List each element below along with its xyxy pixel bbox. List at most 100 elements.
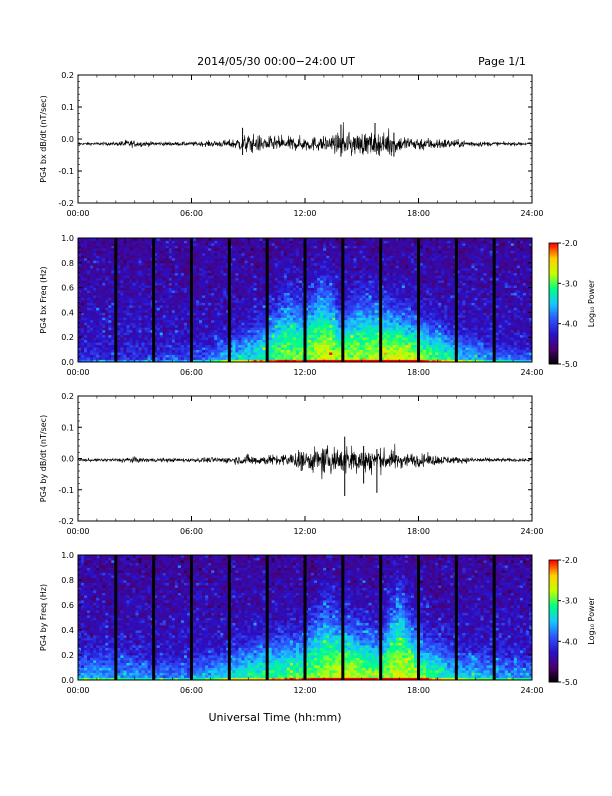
spectrogram-cell — [193, 288, 196, 291]
spectrogram-cell — [163, 278, 166, 281]
spectrogram-cell — [193, 273, 196, 276]
spectrogram-cell — [169, 283, 172, 286]
spectrogram-cell — [99, 298, 102, 301]
spectrogram-cell — [102, 280, 105, 283]
spectrogram-cell — [335, 325, 338, 328]
spectrogram-cell — [359, 250, 362, 253]
spectrogram-cell — [281, 335, 284, 338]
spectrogram-cell — [99, 288, 102, 291]
spectrogram-cell — [93, 300, 96, 303]
spectrogram-cell — [90, 285, 93, 288]
spectrogram-cell — [211, 335, 214, 338]
spectrogram-cell — [123, 340, 126, 343]
spectrogram-cell — [157, 260, 160, 263]
spectrogram-cell — [217, 320, 220, 323]
spectrogram-cell — [241, 310, 244, 313]
spectrogram-cell — [235, 298, 238, 301]
spectrogram-cell — [244, 302, 247, 305]
spectrogram-cell — [187, 245, 190, 248]
spectrogram-cell — [260, 280, 263, 283]
spectrogram-cell — [275, 325, 278, 328]
spectrogram-cell — [332, 278, 335, 281]
spectrogram-cell — [353, 280, 356, 283]
spectrogram-cell — [326, 300, 329, 303]
spectrogram-cell — [220, 347, 223, 350]
spectrogram-cell — [335, 270, 338, 273]
spectrogram-cell — [308, 248, 311, 251]
spectrogram-cell — [238, 320, 241, 323]
spectrogram-cell — [311, 320, 314, 323]
spectrogram-cell — [217, 290, 220, 293]
spectrogram-cell — [223, 275, 226, 278]
spectrogram-cell — [117, 263, 120, 266]
spectrogram-cell — [102, 248, 105, 251]
spectrogram-cell — [281, 243, 284, 246]
spectrogram-cell — [235, 245, 238, 248]
spectrogram-cell — [311, 325, 314, 328]
spectrogram-cell — [326, 270, 329, 273]
spectrogram-cell — [136, 290, 139, 293]
spectrogram-cell — [281, 312, 284, 315]
spectrogram-cell — [166, 288, 169, 291]
spectrogram-cell — [160, 270, 163, 273]
spectrogram-cell — [281, 295, 284, 298]
spectrogram-cell — [344, 347, 347, 350]
spectrogram-cell — [296, 270, 299, 273]
spectrogram-cell — [184, 240, 187, 243]
spectrogram-cell — [129, 325, 132, 328]
spectrogram-cell — [90, 263, 93, 266]
spectrogram-cell — [359, 335, 362, 338]
spectrogram-cell — [102, 312, 105, 315]
spectrogram-cell — [102, 285, 105, 288]
spectrogram-cell — [363, 293, 366, 296]
spectrogram-cell — [235, 345, 238, 348]
spectrogram-cell — [296, 302, 299, 305]
spectrogram-cell — [178, 355, 181, 358]
spectrogram-cell — [163, 258, 166, 261]
spectrogram-cell — [241, 280, 244, 283]
spectrogram-cell — [332, 275, 335, 278]
spectrogram-cell — [244, 357, 247, 360]
spectrogram-cell — [169, 250, 172, 253]
spectrogram-cell — [247, 332, 250, 335]
spectrogram-cell — [317, 275, 320, 278]
spectrogram-cell — [139, 345, 142, 348]
spectrogram-cell — [220, 340, 223, 343]
spectrogram-cell — [287, 275, 290, 278]
spectrogram-cell — [84, 337, 87, 340]
spectrogram-cell — [323, 335, 326, 338]
spectrogram-cell — [347, 347, 350, 350]
spectrogram-cell — [335, 342, 338, 345]
spectrogram-cell — [211, 285, 214, 288]
spectrogram-cell — [169, 340, 172, 343]
spectrogram-cell — [244, 320, 247, 323]
spectrogram-cell — [123, 258, 126, 261]
spectrogram-cell — [136, 352, 139, 355]
spectrogram-cell — [278, 355, 281, 358]
spectrogram-cell — [205, 332, 208, 335]
spectrogram-cell — [184, 295, 187, 298]
spectrogram-cell — [263, 250, 266, 253]
spectrogram-cell — [269, 327, 272, 330]
spectrogram-cell — [359, 330, 362, 333]
spectrogram-cell — [353, 273, 356, 276]
spectrogram-cell — [84, 325, 87, 328]
spectrogram-cell — [93, 265, 96, 268]
spectrogram-cell — [99, 300, 102, 303]
spectrogram-cell — [142, 275, 145, 278]
spectrogram-cell — [235, 332, 238, 335]
spectrogram-cell — [160, 330, 163, 333]
spectrogram-cell — [157, 280, 160, 283]
spectrogram-cell — [184, 265, 187, 268]
spectrogram-cell — [178, 325, 181, 328]
spectrogram-cell — [145, 345, 148, 348]
spectrogram-cell — [172, 280, 175, 283]
spectrogram-cell — [163, 293, 166, 296]
spectrogram-cell — [308, 268, 311, 271]
spectrogram-cell — [332, 352, 335, 355]
spectrogram-cell — [126, 335, 129, 338]
spectrogram-cell — [235, 248, 238, 251]
spectrogram-cell — [96, 340, 99, 343]
spectrogram-cell — [166, 300, 169, 303]
spectrogram-cell — [166, 327, 169, 330]
